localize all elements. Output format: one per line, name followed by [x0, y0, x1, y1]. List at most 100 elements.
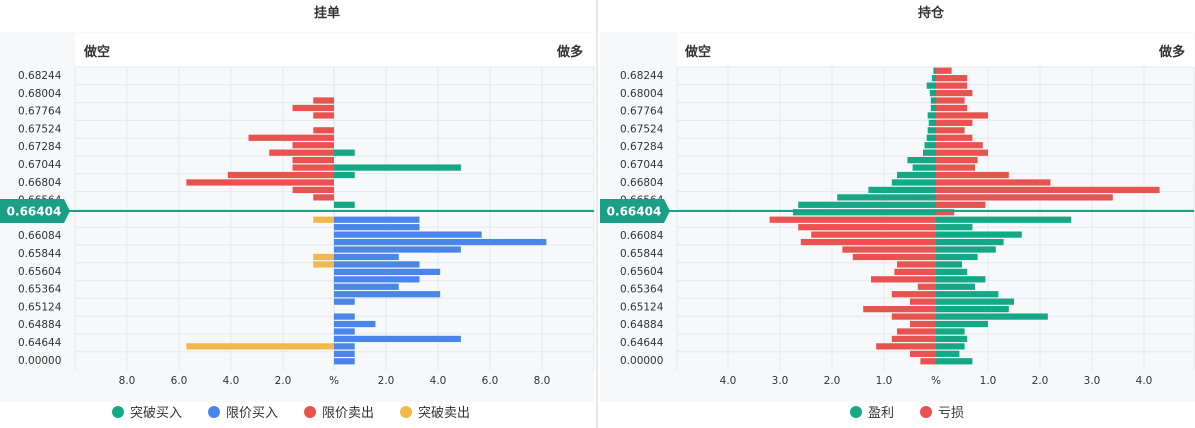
positions-bar-亏损[interactable] — [894, 268, 936, 275]
positions-bar-盈利[interactable] — [933, 67, 936, 74]
positions-bar-亏损[interactable] — [769, 216, 936, 223]
orders-legend-item[interactable]: 突破卖出 — [400, 402, 470, 421]
positions-bar-亏损[interactable] — [936, 149, 988, 156]
positions-bar-亏损[interactable] — [936, 171, 1009, 179]
orders-legend-item[interactable]: 限价卖出 — [304, 402, 374, 421]
positions-bar-亏损[interactable] — [936, 75, 968, 82]
orders-bar-限价卖出[interactable] — [269, 149, 334, 156]
positions-bar-亏损[interactable] — [936, 157, 978, 164]
orders-bar-限价卖出[interactable] — [313, 97, 334, 104]
positions-bar-亏损[interactable] — [897, 328, 936, 335]
orders-bar-限价买入[interactable] — [334, 276, 420, 283]
positions-bar-盈利[interactable] — [936, 276, 986, 283]
positions-bar-亏损[interactable] — [891, 335, 936, 343]
positions-bar-盈利[interactable] — [936, 328, 965, 335]
positions-bar-盈利[interactable] — [912, 164, 936, 171]
positions-bar-盈利[interactable] — [936, 253, 978, 261]
positions-bar-亏损[interactable] — [936, 201, 986, 208]
orders-bar-突破卖出[interactable] — [313, 253, 334, 261]
positions-bar-盈利[interactable] — [923, 149, 936, 156]
positions-bar-盈利[interactable] — [926, 134, 936, 141]
orders-bar-突破卖出[interactable] — [186, 343, 334, 350]
orders-bar-限价卖出[interactable] — [248, 134, 334, 141]
orders-bar-突破卖出[interactable] — [313, 216, 334, 223]
orders-bar-限价卖出[interactable] — [292, 157, 334, 164]
positions-bar-亏损[interactable] — [936, 194, 1113, 201]
positions-bar-盈利[interactable] — [897, 171, 936, 179]
orders-bar-限价买入[interactable] — [334, 246, 461, 253]
positions-bar-亏损[interactable] — [917, 283, 936, 290]
orders-bar-限价买入[interactable] — [334, 320, 376, 328]
orders-bar-限价买入[interactable] — [334, 335, 461, 343]
positions-bar-亏损[interactable] — [897, 261, 936, 268]
positions-bar-盈利[interactable] — [837, 194, 936, 201]
orders-bar-限价买入[interactable] — [334, 358, 355, 365]
positions-bar-盈利[interactable] — [927, 112, 936, 119]
positions-bar-盈利[interactable] — [936, 320, 988, 328]
positions-bar-盈利[interactable] — [936, 216, 1072, 223]
positions-bar-盈利[interactable] — [936, 224, 973, 231]
positions-bar-盈利[interactable] — [936, 298, 1014, 305]
orders-bar-限价买入[interactable] — [334, 216, 420, 223]
orders-bar-限价卖出[interactable] — [313, 194, 334, 201]
positions-bar-盈利[interactable] — [936, 246, 996, 253]
positions-bar-亏损[interactable] — [800, 238, 936, 246]
positions-legend-item[interactable]: 盈利 — [850, 402, 894, 421]
orders-bar-限价买入[interactable] — [334, 231, 482, 238]
positions-bar-亏损[interactable] — [936, 89, 973, 97]
positions-bar-亏损[interactable] — [871, 276, 936, 283]
orders-bar-突破买入[interactable] — [334, 171, 355, 179]
orders-bar-限价卖出[interactable] — [186, 179, 334, 186]
positions-bar-盈利[interactable] — [891, 179, 936, 186]
orders-legend-item[interactable]: 限价买入 — [208, 402, 278, 421]
positions-bar-亏损[interactable] — [936, 142, 983, 149]
orders-bar-限价买入[interactable] — [334, 238, 547, 246]
positions-bar-盈利[interactable] — [936, 261, 962, 268]
orders-bar-突破买入[interactable] — [334, 201, 355, 208]
positions-bar-盈利[interactable] — [930, 104, 936, 112]
positions-bar-亏损[interactable] — [798, 224, 936, 231]
positions-bar-盈利[interactable] — [798, 201, 936, 208]
positions-bar-亏损[interactable] — [876, 343, 936, 350]
orders-legend-item[interactable]: 突破买入 — [112, 402, 182, 421]
orders-bar-限价买入[interactable] — [334, 328, 355, 335]
positions-bar-盈利[interactable] — [936, 335, 968, 343]
positions-bar-亏损[interactable] — [811, 231, 936, 238]
orders-bar-限价买入[interactable] — [334, 291, 441, 298]
orders-bar-限价卖出[interactable] — [313, 127, 334, 134]
positions-bar-盈利[interactable] — [793, 209, 936, 216]
positions-bar-亏损[interactable] — [910, 320, 936, 328]
positions-bar-亏损[interactable] — [842, 246, 936, 253]
positions-bar-盈利[interactable] — [936, 343, 965, 350]
orders-bar-限价卖出[interactable] — [292, 142, 334, 149]
positions-bar-亏损[interactable] — [936, 164, 975, 171]
positions-bar-盈利[interactable] — [936, 291, 999, 298]
positions-bar-亏损[interactable] — [910, 350, 936, 357]
positions-bar-盈利[interactable] — [907, 157, 936, 164]
positions-bar-亏损[interactable] — [863, 306, 936, 313]
positions-bar-盈利[interactable] — [936, 350, 960, 357]
positions-bar-亏损[interactable] — [891, 291, 936, 298]
positions-bar-盈利[interactable] — [936, 306, 1009, 313]
orders-bar-限价买入[interactable] — [334, 343, 355, 350]
positions-bar-亏损[interactable] — [936, 82, 968, 89]
positions-bar-盈利[interactable] — [936, 238, 1004, 246]
orders-bar-限价卖出[interactable] — [227, 171, 334, 179]
positions-bar-盈利[interactable] — [926, 82, 936, 89]
orders-bar-限价买入[interactable] — [334, 350, 355, 357]
positions-bar-亏损[interactable] — [891, 313, 936, 320]
positions-bar-亏损[interactable] — [936, 119, 973, 126]
orders-bar-突破买入[interactable] — [334, 164, 461, 171]
orders-bar-限价买入[interactable] — [334, 253, 399, 261]
orders-bar-限价买入[interactable] — [334, 313, 355, 320]
orders-bar-限价卖出[interactable] — [313, 112, 334, 119]
positions-bar-盈利[interactable] — [868, 186, 936, 194]
positions-bar-盈利[interactable] — [936, 283, 975, 290]
orders-bar-限价卖出[interactable] — [292, 164, 334, 171]
positions-bar-盈利[interactable] — [936, 231, 1022, 238]
positions-bar-盈利[interactable] — [931, 75, 936, 82]
orders-bar-限价买入[interactable] — [334, 261, 420, 268]
positions-bar-盈利[interactable] — [928, 119, 936, 126]
positions-bar-盈利[interactable] — [930, 97, 936, 104]
positions-bar-盈利[interactable] — [927, 127, 936, 134]
